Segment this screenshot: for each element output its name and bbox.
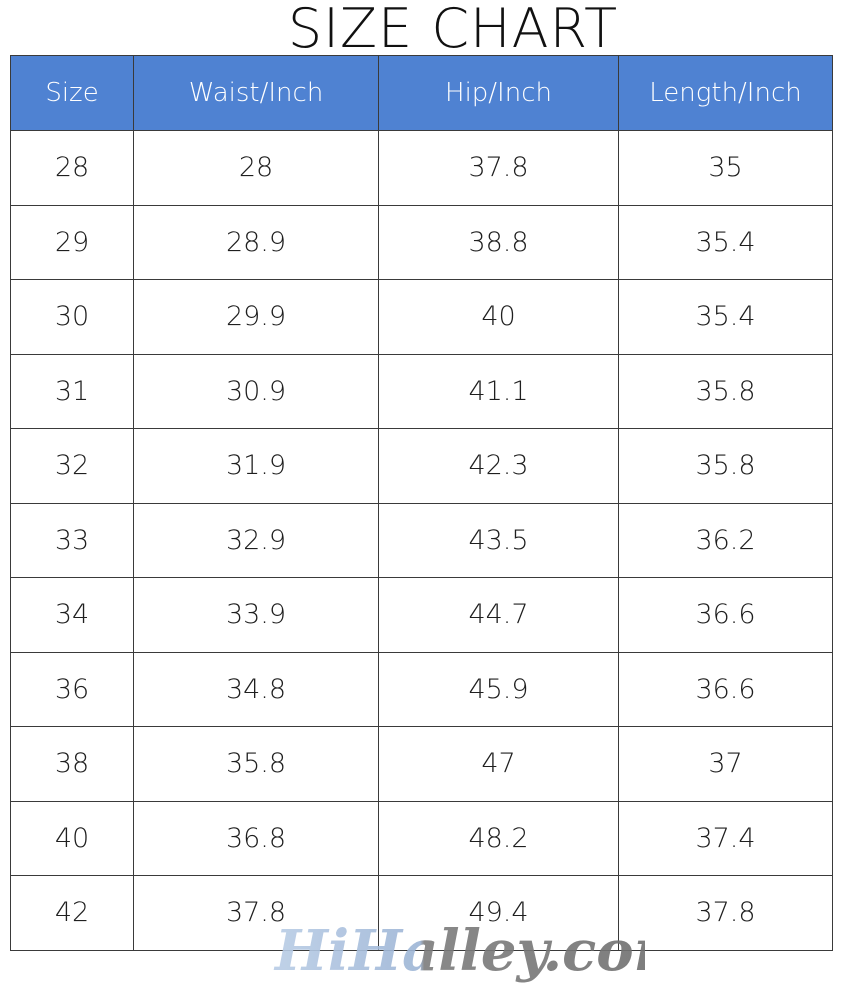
cell-length: 35.8: [618, 428, 833, 504]
cell-length: 36.6: [618, 577, 833, 653]
cell-hip: 47: [378, 726, 619, 802]
column-header-size: Size: [10, 55, 134, 131]
cell-size: 28: [10, 130, 134, 206]
table-row: 34 33.9 44.7 36.6: [10, 577, 833, 653]
cell-length: 36.2: [618, 502, 833, 578]
column-header-length: Length/Inch: [618, 55, 833, 131]
cell-size: 30: [10, 279, 134, 355]
cell-size: 34: [10, 577, 134, 653]
cell-waist: 37.8: [133, 875, 379, 951]
table-row: 42 37.8 49.4 37.8: [10, 875, 833, 951]
column-header-hip: Hip/Inch: [378, 55, 619, 131]
cell-length: 37: [618, 726, 833, 802]
table-row: 40 36.8 48.2 37.4: [10, 800, 833, 876]
column-header-waist: Waist/Inch: [133, 55, 379, 131]
table-row: 33 32.9 43.5 36.2: [10, 502, 833, 578]
cell-waist: 36.8: [133, 800, 379, 876]
cell-waist: 31.9: [133, 428, 379, 504]
cell-hip: 45.9: [378, 651, 619, 727]
cell-hip: 38.8: [378, 204, 619, 280]
cell-waist: 29.9: [133, 279, 379, 355]
cell-length: 35: [618, 130, 833, 206]
cell-hip: 48.2: [378, 800, 619, 876]
cell-hip: 37.8: [378, 130, 619, 206]
cell-hip: 40: [378, 279, 619, 355]
cell-size: 38: [10, 726, 134, 802]
table-row: 29 28.9 38.8 35.4: [10, 204, 833, 280]
size-chart-table: Size Waist/Inch Hip/Inch Length/Inch 28 2…: [10, 55, 833, 951]
table-row: 28 28 37.8 35: [10, 130, 833, 206]
cell-hip: 41.1: [378, 353, 619, 429]
cell-size: 31: [10, 353, 134, 429]
cell-waist: 32.9: [133, 502, 379, 578]
cell-waist: 34.8: [133, 651, 379, 727]
table-row: 36 34.8 45.9 36.6: [10, 651, 833, 727]
cell-waist: 35.8: [133, 726, 379, 802]
cell-length: 37.4: [618, 800, 833, 876]
cell-length: 37.8: [618, 875, 833, 951]
cell-size: 36: [10, 651, 134, 727]
cell-hip: 42.3: [378, 428, 619, 504]
table-body: 28 28 37.8 35 29 28.9 38.8 35.4 30 29.9 40 35.4 31 30…: [10, 130, 833, 951]
cell-size: 29: [10, 204, 134, 280]
table-row: 38 35.8 47 37: [10, 726, 833, 802]
cell-waist: 28: [133, 130, 379, 206]
cell-hip: 44.7: [378, 577, 619, 653]
cell-length: 35.8: [618, 353, 833, 429]
table-row: 31 30.9 41.1 35.8: [10, 353, 833, 429]
cell-hip: 43.5: [378, 502, 619, 578]
table-header-row: Size Waist/Inch Hip/Inch Length/Inch: [10, 55, 833, 131]
cell-waist: 28.9: [133, 204, 379, 280]
cell-length: 35.4: [618, 204, 833, 280]
table-row: 30 29.9 40 35.4: [10, 279, 833, 355]
cell-size: 32: [10, 428, 134, 504]
table-row: 32 31.9 42.3 35.8: [10, 428, 833, 504]
cell-hip: 49.4: [378, 875, 619, 951]
cell-size: 40: [10, 800, 134, 876]
cell-size: 33: [10, 502, 134, 578]
cell-length: 35.4: [618, 279, 833, 355]
cell-waist: 30.9: [133, 353, 379, 429]
cell-waist: 33.9: [133, 577, 379, 653]
page-title: SIZE CHART: [287, 0, 619, 60]
cell-size: 42: [10, 875, 134, 951]
cell-length: 36.6: [618, 651, 833, 727]
